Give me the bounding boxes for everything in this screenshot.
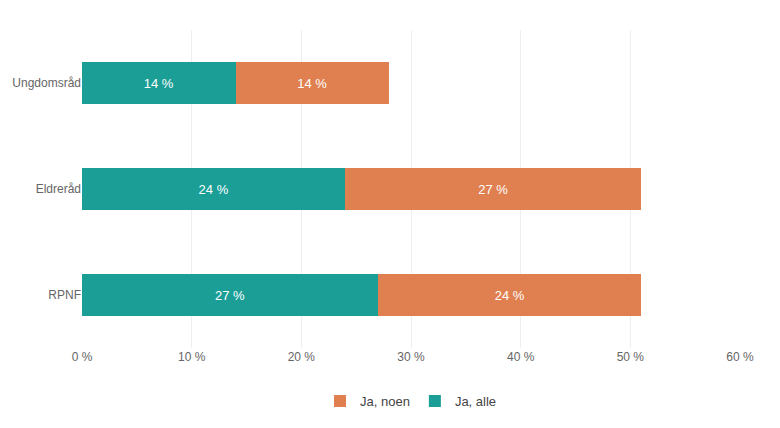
- svg-text:27 %: 27 %: [478, 182, 508, 197]
- svg-text:Eldreråd: Eldreråd: [36, 182, 81, 196]
- svg-text:14 %: 14 %: [297, 76, 327, 91]
- svg-text:Ja, noen: Ja, noen: [360, 394, 410, 409]
- svg-text:Ja, alle: Ja, alle: [455, 394, 496, 409]
- svg-text:Ungdomsråd: Ungdomsråd: [12, 76, 81, 90]
- svg-text:14 %: 14 %: [144, 76, 174, 91]
- svg-text:60 %: 60 %: [726, 350, 754, 364]
- svg-text:20 %: 20 %: [288, 350, 316, 364]
- svg-text:10 %: 10 %: [178, 350, 206, 364]
- svg-text:0 %: 0 %: [72, 350, 93, 364]
- svg-text:24 %: 24 %: [495, 288, 525, 303]
- svg-text:RPNF: RPNF: [48, 288, 81, 302]
- svg-text:50 %: 50 %: [617, 350, 645, 364]
- svg-text:40 %: 40 %: [507, 350, 535, 364]
- svg-text:27 %: 27 %: [215, 288, 245, 303]
- svg-text:24 %: 24 %: [199, 182, 229, 197]
- svg-text:30 %: 30 %: [397, 350, 425, 364]
